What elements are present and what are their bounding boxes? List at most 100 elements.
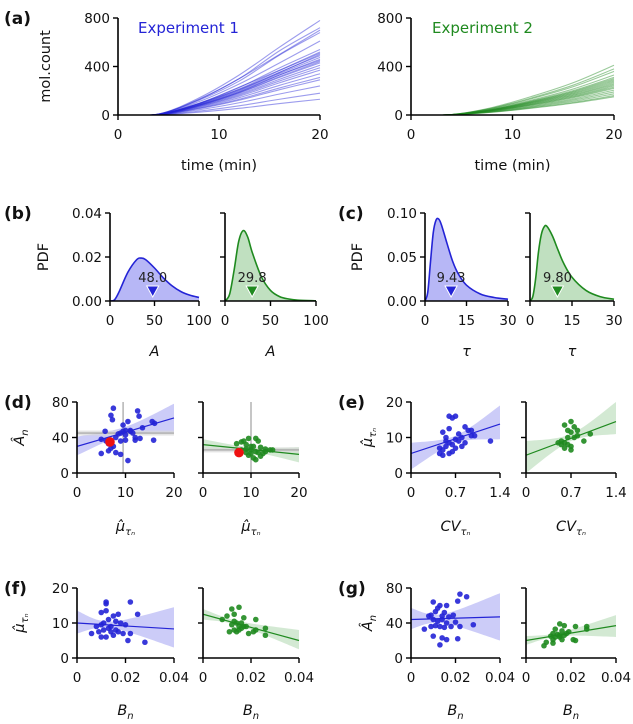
data-point <box>552 626 559 632</box>
data-point <box>243 441 249 448</box>
y-axis-label-subscript: τₙ <box>20 613 31 623</box>
data-point <box>448 623 454 630</box>
data-point <box>443 443 449 450</box>
y-tick-label: 0 <box>394 108 403 124</box>
data-point <box>236 627 242 633</box>
data-point <box>231 611 237 618</box>
x-axis-label-base: B <box>243 703 253 719</box>
data-point <box>103 600 109 607</box>
data-point <box>572 637 579 644</box>
mean-marker <box>444 285 458 299</box>
plot-area <box>530 224 615 301</box>
data-point <box>115 611 122 618</box>
y-tick-label: 0.04 <box>72 206 102 222</box>
x-axis-label-subscript: n <box>457 711 463 722</box>
panel-d1: 0 10 20 0 40 80 μ̂τₙ Ân (d) <box>4 393 183 538</box>
x-tick-label: 20 <box>605 127 622 143</box>
pdf-curve <box>110 257 200 301</box>
x-tick-label: 0 <box>221 313 230 329</box>
data-point <box>449 415 456 421</box>
data-point <box>454 598 461 604</box>
x-tick-label: 0 <box>421 313 430 329</box>
data-point <box>568 429 574 435</box>
panel-label: (d) <box>4 393 32 413</box>
data-point <box>122 432 129 438</box>
x-axis-label: CVτₙ <box>440 519 470 538</box>
data-point <box>428 623 434 630</box>
data-point <box>443 602 450 609</box>
data-point <box>430 599 437 605</box>
data-point <box>100 627 107 633</box>
x-tick-label: 0 <box>73 485 82 501</box>
panel-label: (e) <box>338 393 365 413</box>
data-point <box>93 623 100 630</box>
data-point <box>257 444 264 451</box>
regression-line <box>77 417 175 447</box>
data-point <box>581 438 587 444</box>
data-point <box>224 613 230 619</box>
pdf-curve <box>225 229 317 301</box>
x-axis-label: CVτₙ <box>556 519 586 538</box>
x-tick-label: 0.02 <box>440 670 470 686</box>
y-axis-label-base: Â <box>358 621 376 632</box>
y-tick-label: 0 <box>101 108 110 124</box>
regression-line <box>411 423 501 455</box>
x-tick-label: 100 <box>186 313 212 329</box>
y-tick-label: 400 <box>84 60 110 76</box>
x-axis-label-base: μ̂ <box>115 519 125 535</box>
plot-area <box>77 599 175 648</box>
regression-line <box>203 444 300 455</box>
x-axis-label-subscript: τₙ <box>251 527 261 538</box>
data-point <box>96 628 102 635</box>
data-point <box>471 432 478 439</box>
panel-label: (b) <box>4 204 32 224</box>
x-tick-label: 0 <box>106 313 115 329</box>
plot-area <box>203 604 300 650</box>
y-tick-label: 20 <box>52 581 69 597</box>
mean-marker <box>145 285 160 299</box>
x-tick-label: 0.04 <box>601 670 631 686</box>
pdf-area <box>225 230 316 301</box>
data-point <box>457 591 463 597</box>
y-tick-label: 80 <box>386 581 403 597</box>
data-point <box>105 616 112 623</box>
y-axis-label-subscript: n <box>20 429 31 435</box>
data-point <box>108 412 114 419</box>
x-tick-label: 0.04 <box>284 670 314 686</box>
data-point <box>556 621 563 627</box>
y-axis-label-base: μ̂ <box>360 438 376 448</box>
pdf-area <box>110 257 199 301</box>
x-axis-label-subscript: n <box>573 711 579 722</box>
panel-e2: 0 0.7 1.4 CVτₙ <box>521 401 627 538</box>
data-point <box>125 418 131 425</box>
data-point <box>439 635 445 641</box>
regression-line <box>526 420 617 456</box>
data-point <box>98 450 105 457</box>
x-tick-label: 0 <box>522 485 531 501</box>
data-point <box>113 434 119 441</box>
data-point <box>568 447 574 453</box>
x-tick-label: 0.02 <box>110 670 140 686</box>
y-axis-label-base: Â <box>10 436 28 447</box>
x-tick-label: 15 <box>458 313 475 329</box>
data-point <box>253 456 259 463</box>
data-point <box>103 607 109 614</box>
trajectory-line <box>118 51 321 115</box>
x-tick-label: 0 <box>526 313 535 329</box>
data-point <box>439 429 446 435</box>
data-point <box>127 599 134 605</box>
x-tick-label: 20 <box>311 127 328 143</box>
x-tick-label: 50 <box>146 313 163 329</box>
highlight-point <box>105 437 115 447</box>
data-point <box>233 440 240 447</box>
x-tick-label: 10 <box>117 485 134 501</box>
panel-b2: 29.8 0 50 100 A <box>220 212 329 360</box>
x-tick-label: 0 <box>199 670 208 686</box>
regression-line <box>526 625 617 642</box>
data-point <box>120 630 126 637</box>
panel-label: (g) <box>338 579 366 599</box>
data-point <box>105 448 112 454</box>
data-point <box>439 616 445 623</box>
y-tick-label: 80 <box>52 395 69 411</box>
